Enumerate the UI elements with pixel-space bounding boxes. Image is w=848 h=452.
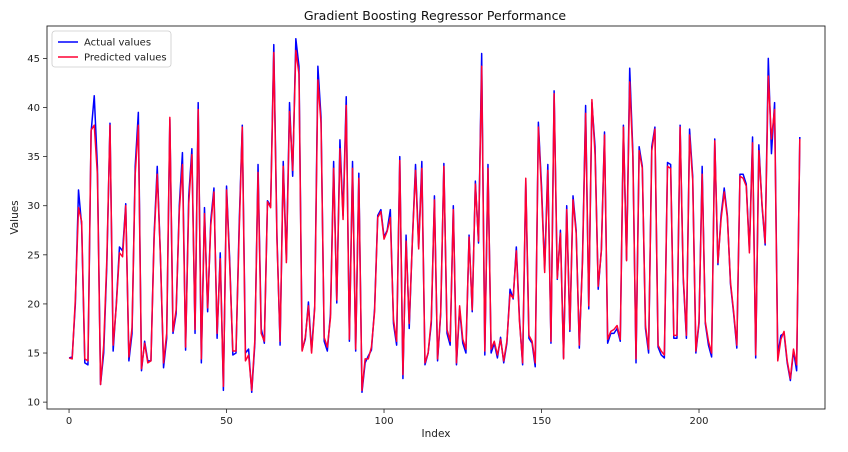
legend: Actual values Predicted values — [51, 30, 172, 68]
y-axis: 10 15 20 25 30 35 40 45 — [27, 54, 47, 409]
x-tick-label: 50 — [220, 416, 233, 427]
x-tick-label: 200 — [689, 416, 708, 427]
x-tick-label: 0 — [66, 416, 72, 427]
y-tick-label: 15 — [27, 349, 40, 360]
y-tick-label: 35 — [27, 152, 40, 163]
plot-area — [68, 38, 801, 394]
y-tick-label: 10 — [27, 398, 40, 409]
x-tick-label: 100 — [374, 416, 393, 427]
series-line-predicted — [68, 49, 801, 392]
plot-frame — [46, 25, 826, 410]
y-tick-label: 20 — [27, 299, 40, 310]
y-tick-label: 45 — [27, 54, 40, 65]
legend-label: Actual values — [84, 38, 151, 49]
y-axis-label: Values — [9, 200, 21, 234]
legend-box — [51, 30, 172, 68]
y-tick-label: 30 — [27, 201, 40, 212]
x-axis-label: Index — [422, 428, 451, 440]
legend-label: Predicted values — [84, 53, 167, 64]
x-tick-label: 150 — [532, 416, 551, 427]
chart-title: Gradient Boosting Regressor Performance — [304, 8, 567, 23]
y-tick-label: 40 — [27, 103, 40, 114]
x-axis: 0 50 100 150 200 — [66, 409, 709, 427]
y-tick-label: 25 — [27, 250, 40, 261]
